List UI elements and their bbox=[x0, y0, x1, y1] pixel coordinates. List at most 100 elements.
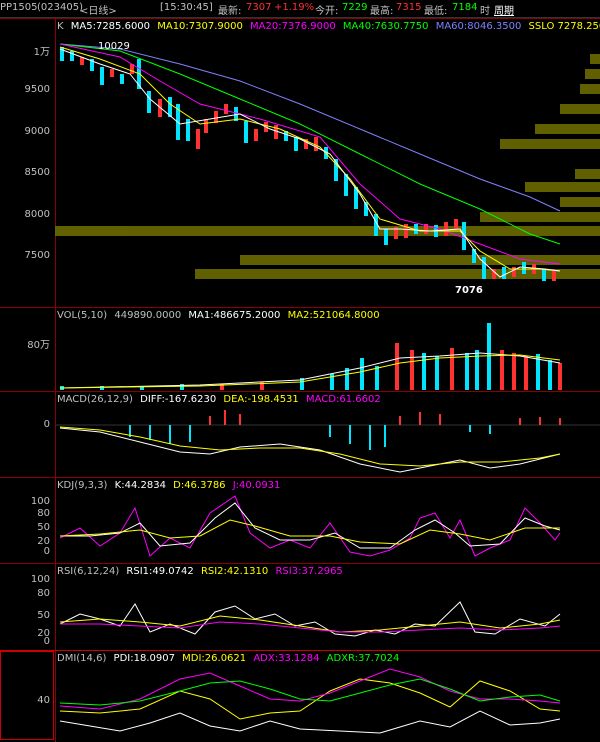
macd-dea-line bbox=[59, 426, 561, 467]
y-label-9000: 9000 bbox=[24, 126, 50, 137]
rsi-y-100: 100 bbox=[30, 574, 50, 585]
macd-dea: DEA:-198.4531 bbox=[223, 394, 299, 405]
ma10-value: MA10:7307.9000 bbox=[157, 21, 243, 32]
low-label: 最低: bbox=[424, 6, 448, 17]
y-axis-line bbox=[55, 564, 56, 650]
latest-price: 7307 bbox=[246, 2, 272, 13]
price-chart bbox=[55, 43, 600, 281]
vol-ma1: MA1:486675.2000 bbox=[188, 310, 281, 321]
y-axis-line bbox=[55, 392, 56, 478]
ma60-line bbox=[59, 43, 561, 212]
price-panel[interactable]: K MA5:7285.6000 MA10:7307.9000 MA20:7376… bbox=[0, 18, 600, 308]
dmi-panel[interactable]: DMI(14,6) PDI:18.0907 MDI:26.0621 ADX:33… bbox=[0, 650, 600, 742]
volume-chart bbox=[59, 323, 562, 390]
kdj-k: K:44.2834 bbox=[114, 480, 166, 491]
latest-label: 最新: bbox=[218, 6, 242, 17]
kdj-y-50: 50 bbox=[37, 522, 50, 533]
indicator-label: K bbox=[57, 21, 64, 32]
y-axis-line bbox=[55, 308, 56, 392]
period-button-time[interactable]: 时 bbox=[480, 6, 490, 17]
high-label: 最高: bbox=[370, 6, 394, 17]
rsi1-value: RSI1:49.0742 bbox=[126, 566, 194, 577]
rsi-title: RSI(6,12,24) bbox=[57, 566, 120, 577]
kdj-j: J:40.0931 bbox=[232, 480, 281, 491]
dmi-adxr: ADXR:37.7024 bbox=[326, 653, 400, 664]
kdj-y-100: 100 bbox=[30, 496, 50, 507]
ma20-value: MA20:7376.9000 bbox=[250, 21, 336, 32]
y-label-8000: 8000 bbox=[24, 209, 50, 220]
ma20-line bbox=[59, 43, 561, 265]
open-price: 7229 bbox=[342, 2, 368, 13]
symbol: PP1505 bbox=[0, 2, 38, 13]
y-label-10000: 1万 bbox=[33, 47, 50, 58]
macd-y-label: 0 bbox=[43, 419, 50, 430]
rsi-legend: RSI(6,12,24) RSI1:49.0742 RSI2:42.1310 R… bbox=[57, 566, 347, 577]
period-button-cycle[interactable]: 周期 bbox=[494, 6, 514, 17]
macd-chart bbox=[56, 410, 600, 473]
change-percent: +1.19% bbox=[274, 2, 315, 13]
vol-ma1-line bbox=[59, 352, 561, 389]
kdj-y-80: 80 bbox=[37, 508, 50, 519]
dmi-active-frame bbox=[0, 651, 54, 740]
dmi-y-label: 40 bbox=[37, 695, 50, 706]
kdj-legend: KDJ(9,3,3) K:44.2834 D:46.3786 J:40.0931 bbox=[57, 480, 284, 491]
y-label-8500: 8500 bbox=[24, 167, 50, 178]
macd-value: MACD:61.6602 bbox=[305, 394, 381, 405]
kdj-y-0: 0 bbox=[43, 546, 50, 557]
macd-histogram bbox=[129, 410, 561, 450]
vol-value: 449890.0000 bbox=[114, 310, 182, 321]
kdj-y-20: 20 bbox=[37, 536, 50, 547]
rsi-panel[interactable]: RSI(6,12,24) RSI1:49.0742 RSI2:42.1310 R… bbox=[0, 563, 600, 650]
dmi-adx: ADX:33.1284 bbox=[253, 653, 320, 664]
dmi-mdi-line bbox=[59, 678, 561, 720]
kdj-d: D:46.3786 bbox=[173, 480, 226, 491]
ma5-value: MA5:7285.6000 bbox=[70, 21, 151, 32]
ma5-line bbox=[59, 48, 561, 278]
ma40-line bbox=[59, 43, 561, 245]
volume-profile bbox=[55, 54, 600, 279]
volume-panel[interactable]: VOL(5,10) 449890.0000 MA1:486675.2000 MA… bbox=[0, 307, 600, 392]
dmi-pdi-line bbox=[59, 710, 561, 734]
rsi3-value: RSI3:37.2965 bbox=[275, 566, 343, 577]
vol-title: VOL(5,10) bbox=[57, 310, 108, 321]
rsi-y-20: 20 bbox=[37, 628, 50, 639]
y-axis-line bbox=[55, 651, 56, 742]
rsi2-value: RSI2:42.1310 bbox=[200, 566, 269, 577]
y-axis-line bbox=[55, 19, 56, 308]
vol-ma2: MA2:521064.8000 bbox=[287, 310, 380, 321]
rsi-chart bbox=[59, 601, 561, 637]
high-price: 7315 bbox=[396, 2, 422, 13]
vol-ma2-line bbox=[59, 354, 561, 389]
dmi-title: DMI(14,6) bbox=[57, 653, 107, 664]
dmi-mdi: MDI:26.0621 bbox=[182, 653, 247, 664]
dmi-adxr-line bbox=[59, 678, 561, 706]
dmi-adx-line bbox=[59, 668, 561, 710]
macd-title: MACD(26,12,9) bbox=[57, 394, 133, 405]
macd-legend: MACD(26,12,9) DIFF:-167.6230 DEA:-198.45… bbox=[57, 394, 385, 405]
kdj-panel[interactable]: KDJ(9,3,3) K:44.2834 D:46.3786 J:40.0931… bbox=[0, 477, 600, 564]
vol-legend: VOL(5,10) 449890.0000 MA1:486675.2000 MA… bbox=[57, 310, 384, 321]
quote-bar: PP1505 (023405) <日线> [15:30:45] 最新: 7307… bbox=[0, 0, 600, 18]
kdj-d-line bbox=[59, 519, 560, 545]
rsi-y-0: 0 bbox=[43, 636, 50, 647]
macd-diff: DIFF:-167.6230 bbox=[140, 394, 217, 405]
period-label: <日线> bbox=[80, 6, 117, 17]
ma60-value: MA60:8046.3500 bbox=[435, 21, 522, 32]
rsi2-line bbox=[59, 615, 561, 633]
ma-legend: K MA5:7285.6000 MA10:7307.9000 MA20:7376… bbox=[57, 21, 600, 32]
rsi3-line bbox=[60, 621, 561, 633]
high-mark-label: 10029 bbox=[98, 41, 130, 52]
y-axis-line bbox=[55, 478, 56, 564]
sslo-value: SSLO 7278.2500 bbox=[528, 21, 600, 32]
dmi-chart bbox=[59, 668, 561, 734]
contract-code: (023405) bbox=[37, 2, 83, 13]
macd-panel[interactable]: MACD(26,12,9) DIFF:-167.6230 DEA:-198.45… bbox=[0, 391, 600, 478]
candles bbox=[60, 47, 556, 281]
rsi-y-50: 50 bbox=[37, 610, 50, 621]
y-label-9500: 9500 bbox=[24, 84, 50, 95]
macd-diff-line bbox=[59, 427, 561, 473]
vol-y-label: 80万 bbox=[27, 340, 50, 351]
ma10-line bbox=[59, 46, 561, 272]
rsi-y-80: 80 bbox=[37, 588, 50, 599]
time-label: [15:30:45] bbox=[160, 2, 213, 13]
